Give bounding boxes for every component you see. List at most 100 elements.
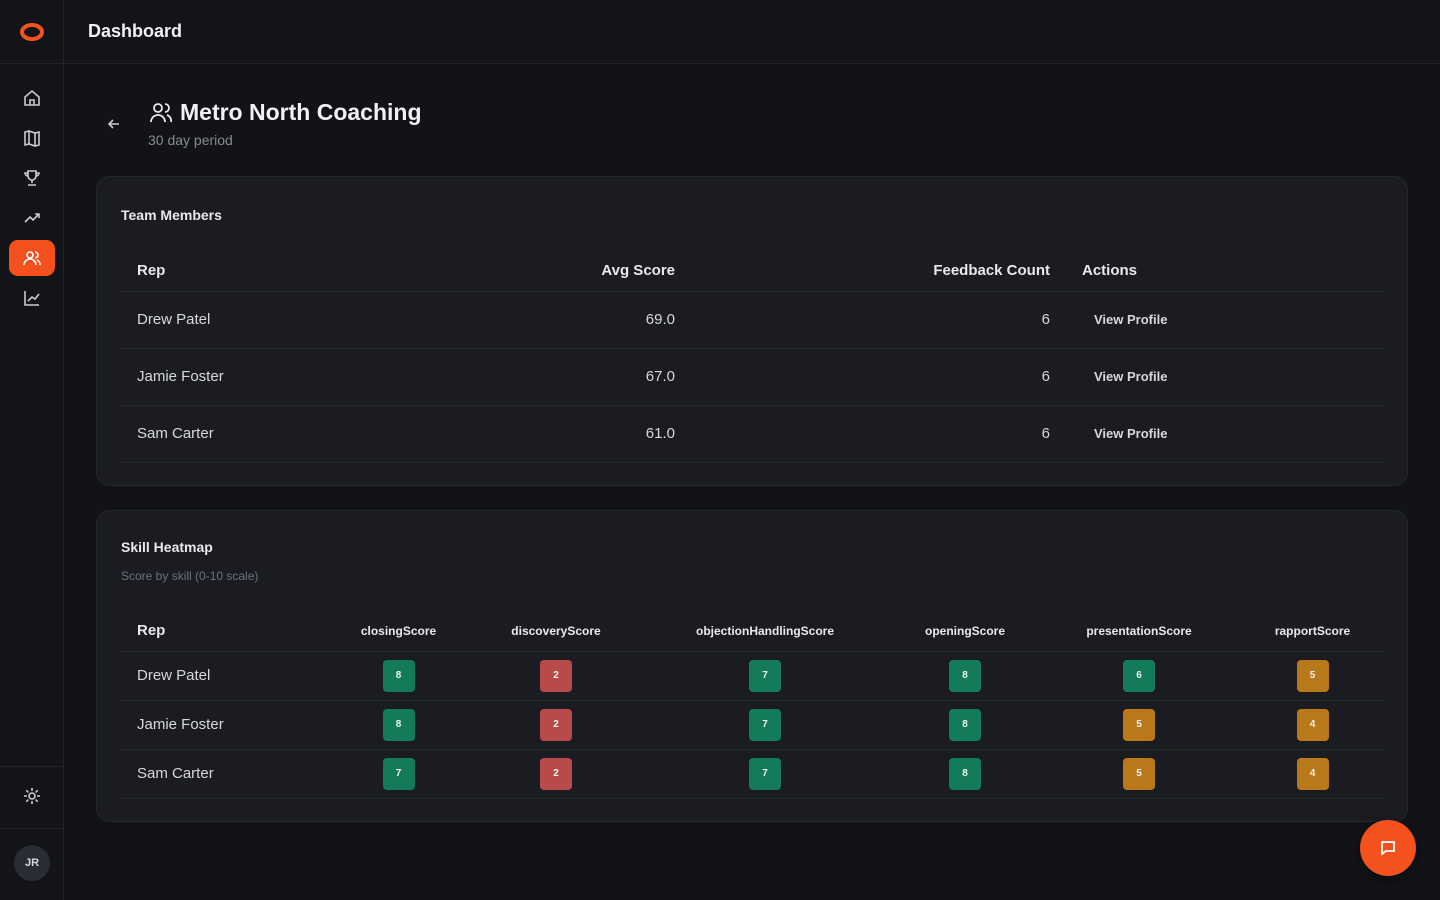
table-row: Jamie Foster 8 2 7 8 5 4 (121, 700, 1383, 750)
heatmap-cell: 8 (382, 708, 415, 741)
column-header-skill: openingScore (894, 611, 1036, 652)
sidebar-nav (0, 76, 64, 320)
team-members-table: Rep Avg Score Feedback Count Actions Dre… (121, 251, 1383, 463)
table-row: Drew Patel 69.0 6 View Profile (121, 291, 1383, 349)
sidebar-item-trends[interactable] (9, 200, 55, 236)
rep-name: Sam Carter (121, 749, 321, 799)
avg-score: 69.0 (561, 291, 691, 349)
sidebar-item-analytics[interactable] (9, 280, 55, 316)
heatmap-cell-container: 8 (894, 700, 1036, 750)
sidebar-divider (0, 828, 64, 829)
heatmap-cell: 2 (540, 708, 572, 741)
heatmap-cell: 6 (1123, 659, 1155, 692)
heatmap-cell-container: 7 (636, 700, 894, 750)
heatmap-cell-container: 5 (1242, 651, 1383, 701)
view-profile-link[interactable]: View Profile (1094, 369, 1168, 384)
column-header-skill: presentationScore (1036, 611, 1242, 652)
heatmap-cell: 4 (1296, 708, 1329, 741)
table-header-row: Rep Avg Score Feedback Count Actions (121, 251, 1383, 292)
arrow-left-icon (107, 119, 119, 129)
trophy-icon (24, 170, 40, 186)
rep-name: Sam Carter (121, 405, 561, 463)
heatmap-cell-container: 8 (321, 700, 476, 750)
feedback-count: 6 (691, 291, 1066, 349)
avg-score: 67.0 (561, 348, 691, 406)
heatmap-cell-container: 5 (1036, 749, 1242, 799)
column-header-avg-score: Avg Score (561, 251, 691, 292)
column-header-skill: discoveryScore (476, 611, 636, 652)
sidebar-item-home[interactable] (9, 80, 55, 116)
column-header-rep: Rep (121, 611, 321, 652)
heatmap-cell-container: 7 (636, 749, 894, 799)
heatmap-cell-container: 8 (894, 749, 1036, 799)
avg-score: 61.0 (561, 405, 691, 463)
heatmap-cell: 7 (749, 757, 781, 790)
rep-name: Jamie Foster (121, 700, 321, 750)
users-icon (23, 251, 41, 266)
heatmap-cell-container: 5 (1036, 700, 1242, 750)
trend-icon (24, 213, 40, 223)
back-button[interactable] (100, 111, 128, 137)
heatmap-cell: 4 (1296, 757, 1329, 790)
sidebar-item-leaderboard[interactable] (9, 160, 55, 196)
settings-button[interactable] (14, 778, 50, 814)
heatmap-cell-container: 6 (1036, 651, 1242, 701)
skill-heatmap-table: Rep closingScore discoveryScore objectio… (121, 611, 1383, 799)
heatmap-cell: 2 (540, 757, 572, 790)
feedback-count: 6 (691, 405, 1066, 463)
page-subtitle: 30 day period (148, 132, 233, 148)
heatmap-cell-container: 2 (476, 651, 636, 701)
column-header-feedback-count: Feedback Count (691, 251, 1066, 292)
table-row: Sam Carter 61.0 6 View Profile (121, 405, 1383, 463)
chat-button[interactable] (1360, 820, 1416, 876)
top-bar: Dashboard (64, 0, 1440, 64)
view-profile-link[interactable]: View Profile (1094, 312, 1168, 327)
heatmap-cell-container: 7 (636, 651, 894, 701)
heatmap-cell: 2 (540, 659, 572, 692)
heatmap-cell: 5 (1123, 757, 1155, 790)
heatmap-cell-container: 8 (894, 651, 1036, 701)
column-header-actions: Actions (1066, 251, 1383, 292)
heatmap-cell-container: 7 (321, 749, 476, 799)
heatmap-cell-container: 4 (1242, 700, 1383, 750)
team-members-card: Team Members Rep Avg Score Feedback Coun… (96, 176, 1408, 486)
sidebar-item-teams[interactable] (9, 240, 55, 276)
rep-name: Drew Patel (121, 291, 561, 349)
card-title: Skill Heatmap (121, 539, 213, 555)
feedback-count: 6 (691, 348, 1066, 406)
chart-icon (24, 291, 40, 306)
home-icon (24, 89, 40, 106)
app-logo[interactable] (0, 0, 64, 64)
table-row: Jamie Foster 67.0 6 View Profile (121, 348, 1383, 406)
sidebar-divider (0, 766, 64, 767)
heatmap-cell: 8 (949, 708, 981, 741)
table-header-row: Rep closingScore discoveryScore objectio… (121, 611, 1383, 652)
heatmap-cell-container: 4 (1242, 749, 1383, 799)
view-profile-link[interactable]: View Profile (1094, 426, 1168, 441)
card-title: Team Members (121, 207, 222, 223)
heatmap-cell: 8 (949, 757, 981, 790)
chat-icon (1381, 841, 1395, 856)
heatmap-cell-container: 2 (476, 700, 636, 750)
gear-icon (24, 788, 40, 804)
column-header-skill: rapportScore (1242, 611, 1383, 652)
map-icon (24, 130, 40, 147)
logo-icon (20, 22, 44, 41)
page-title: Metro North Coaching (180, 99, 422, 125)
column-header-skill: objectionHandlingScore (636, 611, 894, 652)
heatmap-cell-container: 2 (476, 749, 636, 799)
column-header-skill: closingScore (321, 611, 476, 652)
heatmap-cell: 8 (949, 659, 981, 692)
rep-name: Drew Patel (121, 651, 321, 701)
skill-heatmap-card: Skill Heatmap Score by skill (0-10 scale… (96, 510, 1408, 822)
table-row: Sam Carter 7 2 7 8 5 4 (121, 749, 1383, 799)
heatmap-cell-container: 8 (321, 651, 476, 701)
heatmap-cell: 5 (1296, 659, 1329, 692)
heatmap-cell: 8 (382, 659, 415, 692)
avatar[interactable]: JR (14, 845, 50, 881)
rep-name: Jamie Foster (121, 348, 561, 406)
card-subtitle: Score by skill (0-10 scale) (121, 569, 259, 583)
sidebar: JR (0, 0, 64, 900)
sidebar-item-map[interactable] (9, 120, 55, 156)
heatmap-cell: 7 (382, 757, 415, 790)
